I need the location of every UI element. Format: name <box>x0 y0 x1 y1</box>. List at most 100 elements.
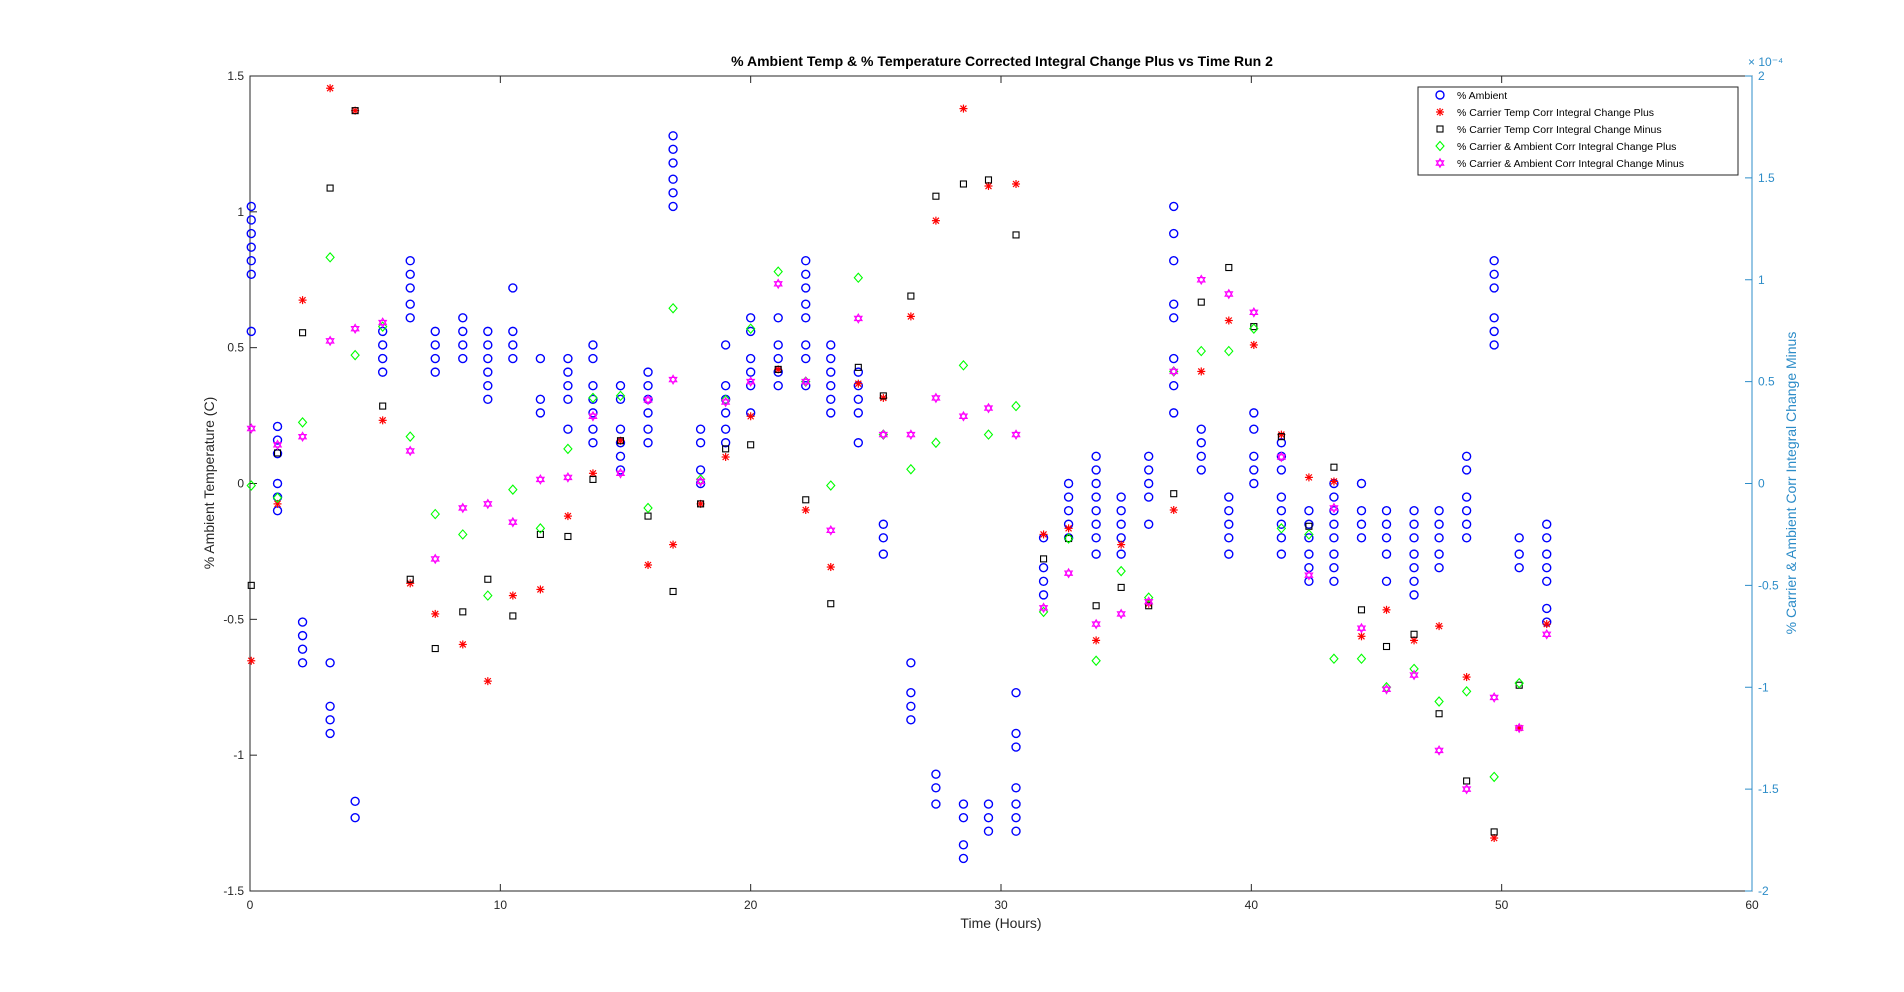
data-point <box>1514 563 1524 573</box>
data-point <box>1461 492 1472 502</box>
data-point <box>615 394 626 404</box>
data-point <box>1304 549 1314 559</box>
data-point <box>325 715 335 725</box>
data-point <box>325 728 335 739</box>
data-point <box>535 522 546 534</box>
data-point <box>1063 478 1074 489</box>
y-axis-left-label: % Ambient Temperature (C) <box>201 397 217 569</box>
data-point <box>1329 563 1339 573</box>
data-point <box>1542 620 1551 629</box>
data-point <box>1381 533 1392 543</box>
data-point <box>878 429 889 440</box>
data-point <box>1143 519 1154 529</box>
data-point <box>853 408 864 418</box>
data-point <box>379 402 387 410</box>
data-point <box>350 796 360 807</box>
data-point <box>1276 492 1287 502</box>
data-point <box>1461 685 1472 697</box>
data-point <box>1329 653 1339 665</box>
legend: % Ambient % Carrier Temp Corr Integral Ch… <box>1417 86 1739 176</box>
data-point <box>1224 519 1234 529</box>
data-point <box>774 365 782 373</box>
data-point <box>1091 465 1101 475</box>
data-point <box>1116 565 1126 577</box>
data-point <box>1197 298 1205 306</box>
data-point <box>1063 533 1074 544</box>
legend-label: % Carrier & Ambient Corr Integral Change… <box>1457 141 1676 153</box>
data-point <box>1011 783 1021 793</box>
data-point <box>1542 603 1552 614</box>
data-point <box>1409 576 1419 586</box>
data-point <box>246 423 256 434</box>
data-point <box>1092 636 1101 645</box>
y-right-tick-label: 0 <box>1758 477 1765 491</box>
data-point <box>508 484 518 495</box>
data-point <box>958 410 969 422</box>
data-point <box>563 367 573 377</box>
series-0 <box>246 131 1552 864</box>
data-point <box>878 533 889 543</box>
data-point <box>325 701 335 711</box>
data-point <box>801 269 811 280</box>
data-point <box>616 437 625 445</box>
data-point <box>1542 563 1552 573</box>
data-point <box>1116 492 1126 502</box>
data-point <box>1143 451 1154 462</box>
y-axis-left: -1.5 -1 -0.5 0 0.5 1 1.5 <box>223 69 257 898</box>
data-point <box>563 394 573 404</box>
data-point <box>1276 505 1287 516</box>
data-point <box>906 658 916 668</box>
data-point <box>853 394 864 404</box>
data-point <box>1381 576 1392 586</box>
data-point <box>1116 505 1126 516</box>
data-point <box>458 640 467 649</box>
data-point <box>720 438 731 448</box>
data-point <box>246 269 256 280</box>
data-point <box>1249 340 1258 349</box>
data-point <box>1489 313 1499 323</box>
legend-label: % Ambient <box>1457 90 1507 102</box>
data-point <box>668 174 678 184</box>
data-point <box>325 252 335 263</box>
data-point <box>801 283 811 293</box>
data-point <box>325 658 335 668</box>
data-point <box>406 575 414 583</box>
data-point <box>853 367 864 377</box>
data-point <box>246 215 256 225</box>
data-point <box>1038 602 1049 614</box>
data-point <box>589 475 597 483</box>
data-point <box>350 349 360 361</box>
data-point <box>1169 353 1179 364</box>
data-point <box>1381 683 1392 695</box>
data-point <box>826 340 836 350</box>
data-point <box>1356 533 1367 543</box>
data-point <box>535 408 546 418</box>
data-point <box>1329 576 1339 586</box>
data-point <box>1091 618 1101 630</box>
legend-marker <box>1436 125 1444 133</box>
data-point <box>853 313 863 324</box>
data-point <box>1011 429 1021 441</box>
data-point <box>1169 381 1179 391</box>
data-point <box>1381 549 1392 559</box>
data-point <box>1116 519 1126 529</box>
data-point <box>643 502 653 514</box>
data-point <box>1117 583 1125 591</box>
data-point <box>1434 549 1444 559</box>
data-point <box>297 644 308 654</box>
data-point <box>1011 687 1021 698</box>
data-point <box>1011 400 1021 412</box>
data-point <box>1196 274 1206 286</box>
data-point <box>1091 533 1101 543</box>
data-point <box>1435 710 1443 718</box>
data-point <box>695 424 706 434</box>
data-point <box>931 799 941 809</box>
data-point <box>983 429 994 440</box>
data-point <box>535 394 546 404</box>
data-point <box>1169 366 1179 377</box>
data-point <box>431 609 440 618</box>
data-point <box>297 431 308 443</box>
data-point <box>801 505 810 514</box>
data-point <box>1276 519 1287 529</box>
data-point <box>773 340 783 350</box>
